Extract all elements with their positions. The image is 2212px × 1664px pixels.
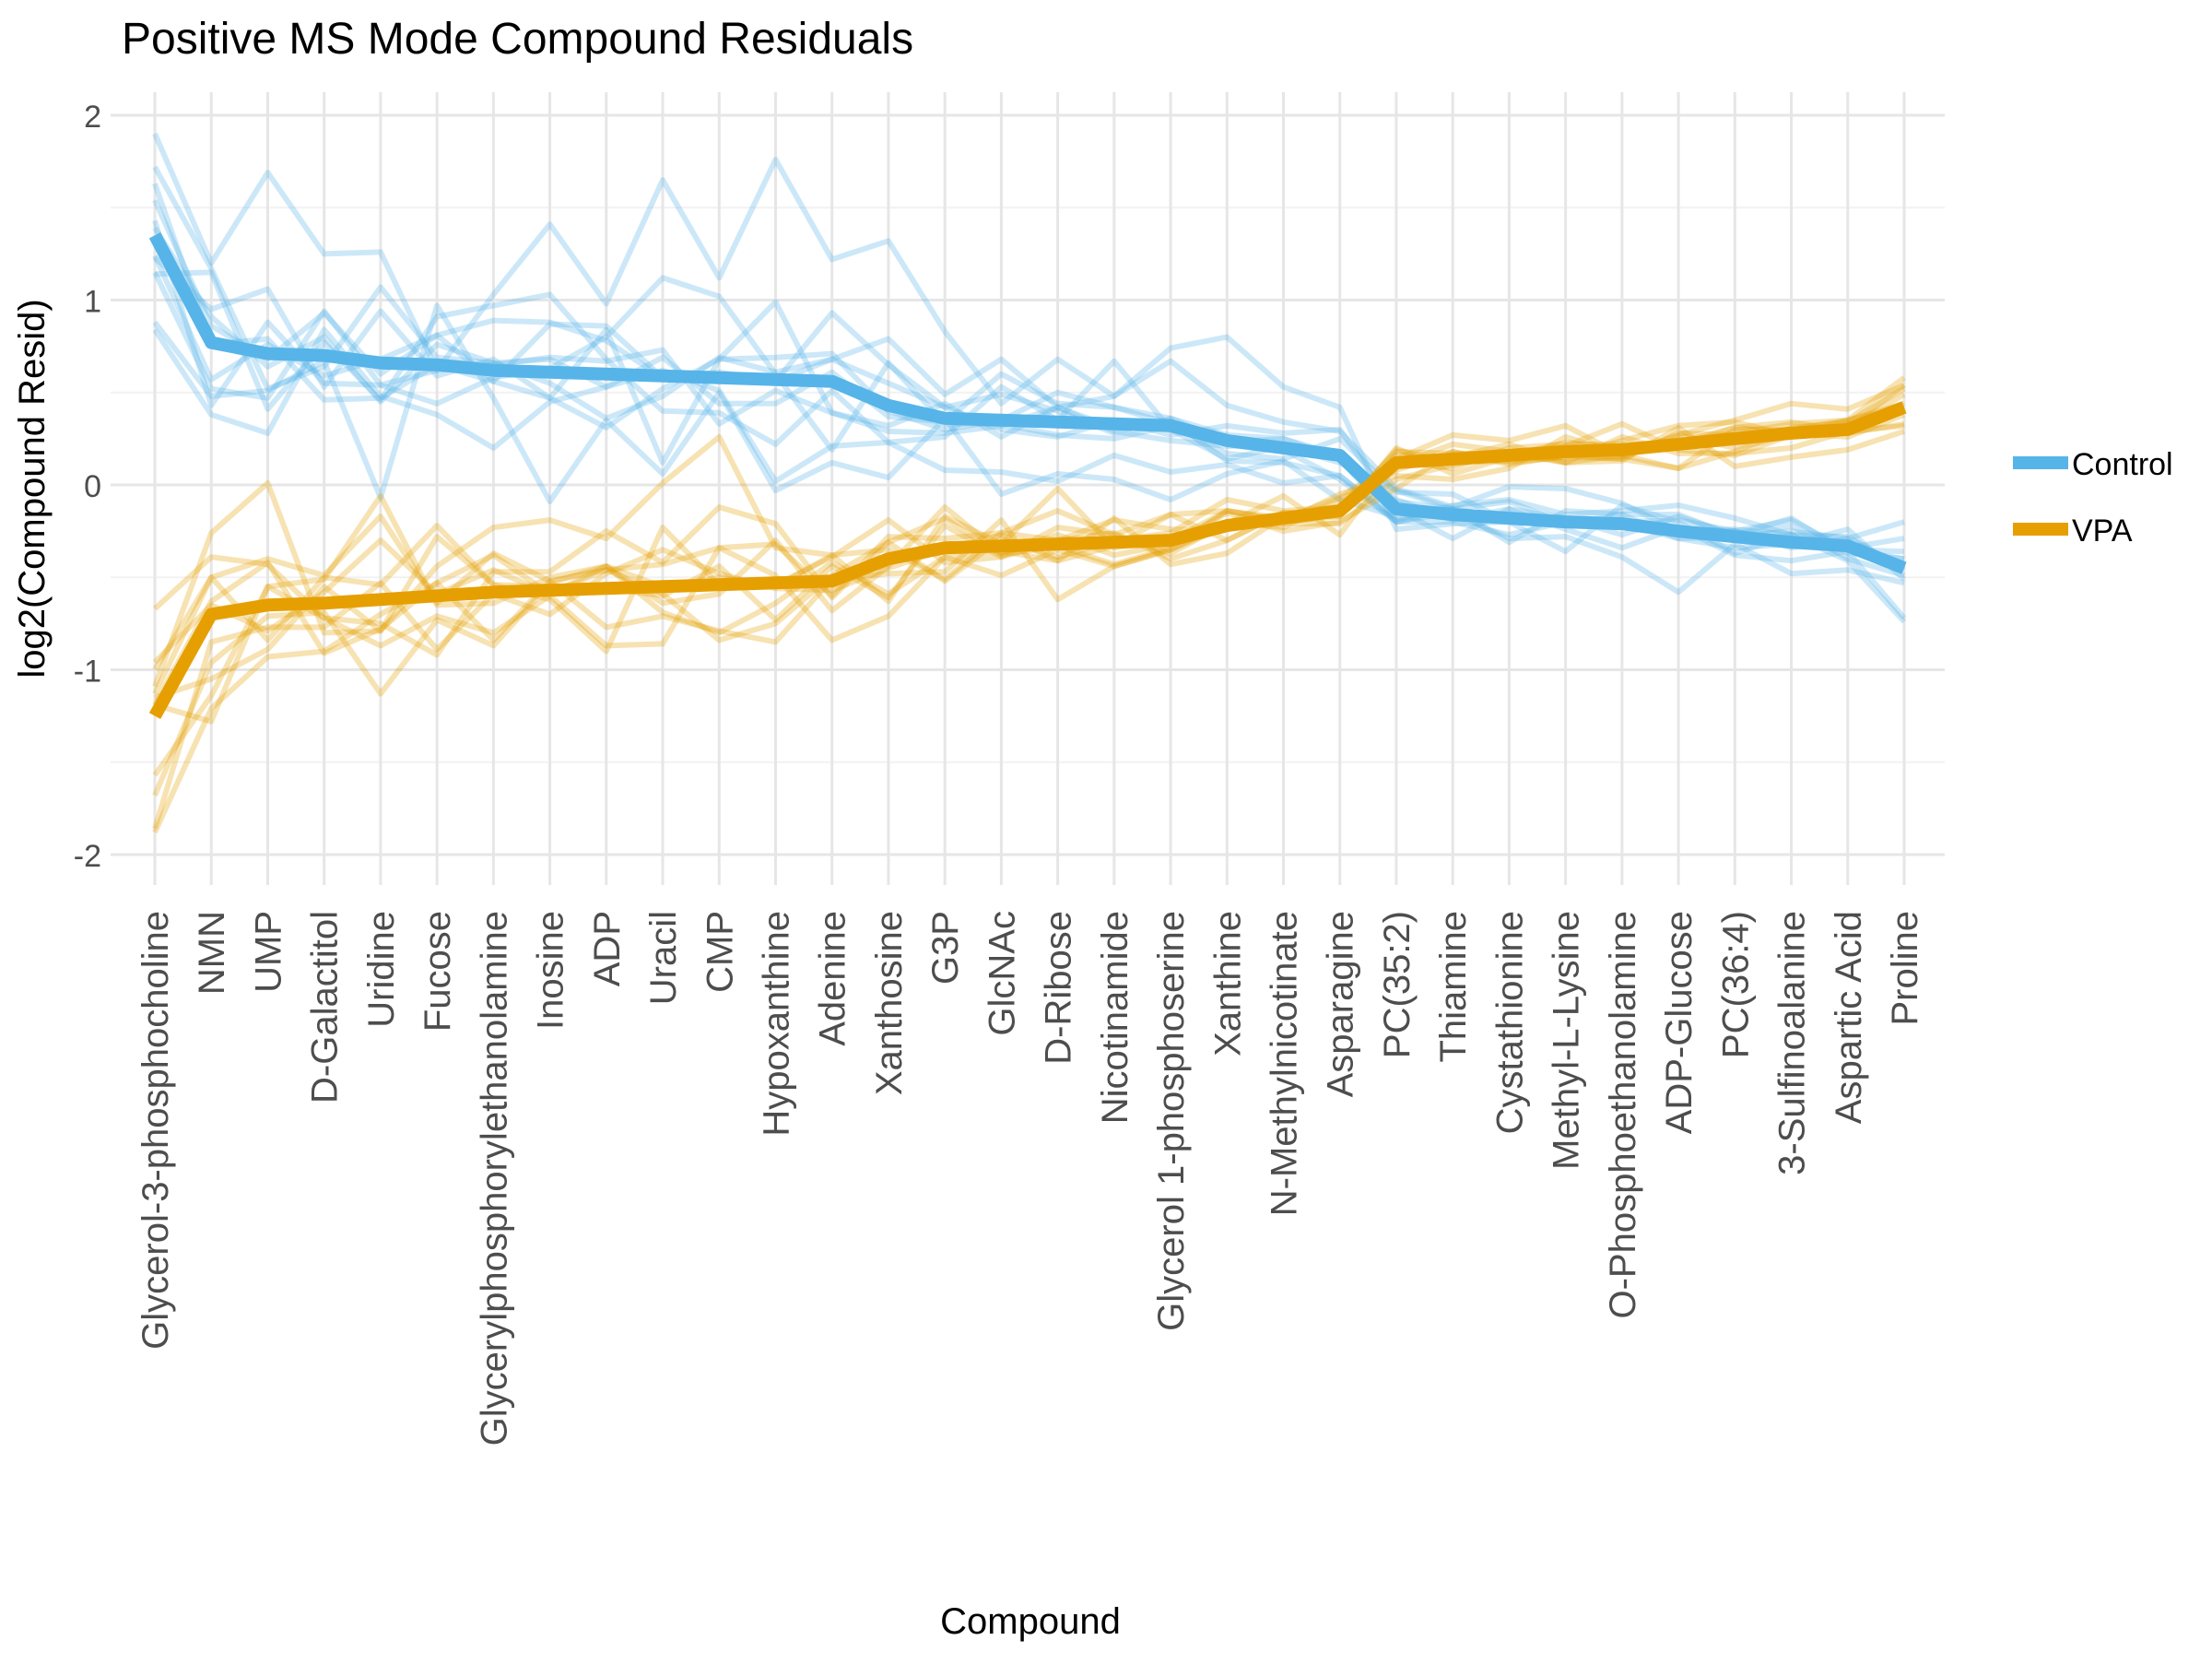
x-tick-label: G3P bbox=[925, 911, 966, 985]
x-tick-label: Cystathionine bbox=[1489, 911, 1530, 1134]
replicate-line-control bbox=[152, 271, 1905, 579]
replicate-line-control bbox=[152, 326, 1906, 571]
x-tick-label: Uridine bbox=[361, 911, 402, 1028]
x-tick-label: Nicotinamide bbox=[1095, 911, 1135, 1124]
x-tick-label: UMP bbox=[249, 911, 289, 993]
x-tick-label: O-Phosphoethanolamine bbox=[1603, 911, 1643, 1319]
x-tick-label: Thiamine bbox=[1433, 911, 1474, 1063]
x-tick-label: Glycerylphosphorylethanolamine bbox=[474, 911, 514, 1446]
y-tick-label: 1 bbox=[84, 285, 101, 320]
series-line-vpa bbox=[148, 401, 1907, 719]
y-tick-label: -2 bbox=[74, 839, 101, 874]
x-tick-label: ADP bbox=[587, 911, 628, 986]
replicate-line-control bbox=[152, 132, 1907, 624]
x-tick-label: GlcNAc bbox=[982, 911, 1022, 1036]
x-tick-label: PC(35:2) bbox=[1377, 911, 1418, 1058]
x-tick-label: Hypoxanthine bbox=[757, 911, 797, 1137]
series-line-control bbox=[148, 232, 1907, 574]
replicate-line-control bbox=[152, 165, 1907, 620]
x-tick-label: Xanthosine bbox=[869, 911, 910, 1095]
x-tick-label: PC(36:4) bbox=[1715, 911, 1756, 1058]
x-tick-label: D-Galactitol bbox=[305, 911, 346, 1103]
x-tick-label: Aspartic Acid bbox=[1829, 911, 1869, 1124]
replicate-line-control bbox=[152, 302, 1905, 596]
x-tick-label: Methyl-L-Lysine bbox=[1547, 911, 1587, 1170]
chart-title: Positive MS Mode Compound Residuals bbox=[122, 15, 913, 64]
x-tick-label: CMP bbox=[700, 911, 740, 993]
replicate-line-control bbox=[154, 269, 1905, 542]
y-tick-label: 0 bbox=[84, 469, 101, 504]
x-tick-label: D-Ribose bbox=[1039, 911, 1079, 1065]
y-tick-label: -1 bbox=[74, 655, 101, 690]
replicate-line-control bbox=[152, 198, 1905, 562]
x-tick-label: ADP-Glucose bbox=[1659, 911, 1700, 1134]
x-tick-label: Adenine bbox=[813, 911, 853, 1046]
y-tick-label: 2 bbox=[84, 100, 101, 135]
x-tick-label: Asparagine bbox=[1321, 911, 1361, 1097]
replicate-line-control bbox=[152, 254, 1905, 555]
x-tick-label: Glycerol-3-phosphocholine bbox=[135, 911, 176, 1350]
y-axis-label: log2(Compound Resid) bbox=[12, 299, 53, 678]
x-tick-label: Xanthine bbox=[1207, 911, 1248, 1056]
replicate-line-vpa bbox=[152, 424, 1905, 688]
x-tick-label: N-Methylnicotinate bbox=[1265, 911, 1305, 1216]
legend-label-vpa: VPA bbox=[2072, 513, 2133, 549]
x-tick-label: Glycerol 1-phosphoserine bbox=[1151, 911, 1192, 1331]
x-tick-label: 3-Sulfinoalanine bbox=[1772, 911, 1813, 1175]
legend-label-control: Control bbox=[2072, 447, 2173, 482]
x-tick-label: Proline bbox=[1885, 911, 1925, 1026]
x-tick-label: Inosine bbox=[531, 911, 571, 1030]
x-tick-label: Fucose bbox=[418, 911, 458, 1032]
x-tick-label: Uracil bbox=[643, 911, 684, 1005]
x-tick-label: NMN bbox=[192, 911, 232, 995]
x-axis-label: Compound bbox=[940, 1601, 1121, 1642]
